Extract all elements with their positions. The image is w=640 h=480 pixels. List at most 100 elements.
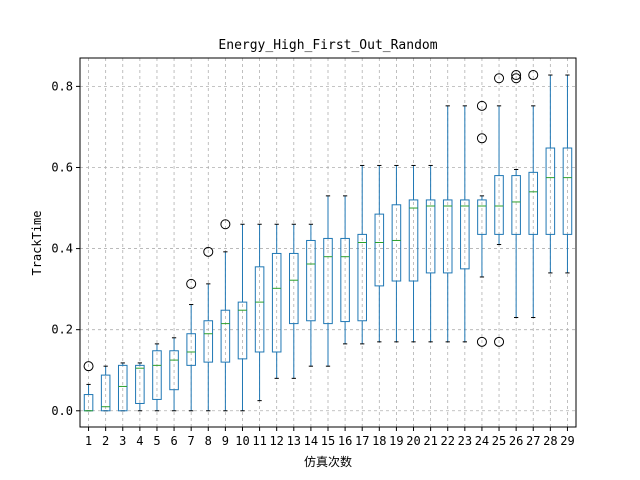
x-tick-label: 11 — [252, 434, 266, 448]
iqr-box — [306, 239, 316, 322]
outlier-point — [220, 219, 231, 230]
box-16 — [340, 195, 350, 345]
outlier-point — [476, 336, 487, 347]
outlier-point — [476, 133, 487, 144]
iqr-box — [494, 175, 504, 235]
iqr-box — [528, 171, 539, 235]
box-series — [83, 70, 573, 412]
x-tick-label: 12 — [269, 434, 283, 448]
y-tick-label: 0.4 — [51, 242, 73, 256]
x-tick-label: 25 — [492, 434, 506, 448]
x-tick-label: 24 — [475, 434, 489, 448]
outlier-point — [83, 361, 94, 372]
iqr-box — [237, 301, 248, 360]
box-28 — [545, 74, 556, 274]
outlier-point — [476, 100, 487, 111]
x-tick-label: 9 — [222, 434, 229, 448]
iqr-box — [271, 252, 282, 353]
x-tick-label: 1 — [85, 434, 92, 448]
iqr-box — [391, 204, 402, 282]
box-22 — [442, 105, 453, 343]
box-14 — [306, 223, 316, 367]
box-18 — [374, 164, 385, 343]
iqr-box — [220, 309, 231, 363]
iqr-box — [562, 147, 573, 235]
iqr-box — [408, 199, 419, 282]
x-tick-label: 19 — [389, 434, 403, 448]
iqr-box — [254, 266, 265, 353]
x-tick-label: 15 — [321, 434, 335, 448]
x-axis-label: 仿真次数 — [304, 454, 352, 469]
outlier-point — [511, 70, 522, 81]
iqr-box — [460, 199, 470, 270]
box-29 — [562, 74, 573, 274]
iqr-box — [425, 199, 436, 274]
box-8 — [203, 246, 214, 412]
x-tick-label: 29 — [560, 434, 574, 448]
grid — [80, 58, 576, 427]
x-tick-label: 22 — [440, 434, 454, 448]
x-tick-label: 27 — [526, 434, 540, 448]
box-11 — [254, 223, 265, 402]
y-tick-label: 0.2 — [51, 323, 73, 337]
iqr-box — [477, 199, 487, 235]
y-tick-label: 0.0 — [51, 404, 73, 418]
iqr-box — [100, 374, 111, 412]
iqr-box — [545, 147, 556, 235]
x-tick-label: 28 — [543, 434, 557, 448]
box-20 — [408, 164, 419, 343]
y-tick-label: 0.6 — [51, 160, 73, 174]
box-13 — [289, 223, 299, 379]
box-10 — [237, 223, 248, 412]
iqr-box — [340, 237, 350, 323]
box-4 — [135, 362, 145, 412]
box-15 — [323, 195, 333, 367]
x-tick-label: 2 — [102, 434, 109, 448]
iqr-box — [511, 175, 521, 235]
y-axis: 0.0 0.2 0.4 0.6 0.8 — [51, 79, 80, 418]
box-21 — [425, 164, 436, 343]
box-19 — [391, 164, 402, 343]
x-tick-label: 17 — [355, 434, 369, 448]
x-tick-label: 26 — [509, 434, 523, 448]
iqr-box — [152, 350, 162, 400]
iqr-box — [357, 233, 367, 322]
x-tick-label: 13 — [287, 434, 301, 448]
box-26 — [511, 70, 522, 319]
chart-title: Energy_High_First_Out_Random — [218, 38, 437, 53]
box-27 — [528, 70, 539, 319]
box-7 — [186, 278, 197, 412]
x-tick-label: 4 — [136, 434, 143, 448]
x-tick-label: 16 — [338, 434, 352, 448]
x-tick-label: 5 — [153, 434, 160, 448]
x-tick-label: 8 — [205, 434, 212, 448]
y-axis-label: TrackTime — [30, 210, 44, 275]
box-6 — [169, 337, 179, 412]
outlier-point — [528, 70, 539, 81]
x-tick-label: 7 — [188, 434, 195, 448]
outlier-point — [511, 73, 522, 84]
box-17 — [357, 164, 367, 345]
box-1 — [83, 361, 94, 412]
iqr-box — [374, 213, 385, 287]
iqr-box — [289, 252, 299, 325]
box-25 — [494, 73, 505, 347]
iqr-box — [117, 364, 128, 412]
x-axis: 1 2 3 4 5 6 7 8 9 10 11 12 13 14 15 16 17 18 19 20 21 22 23 24 2… — [85, 427, 575, 448]
iqr-box — [442, 199, 453, 274]
x-tick-label: 21 — [423, 434, 437, 448]
outlier-point — [186, 278, 197, 289]
iqr-box — [203, 320, 214, 363]
iqr-box — [169, 350, 179, 391]
y-tick-label: 0.8 — [51, 79, 73, 93]
x-tick-label: 6 — [170, 434, 177, 448]
box-9 — [220, 219, 231, 412]
box-2 — [100, 365, 111, 412]
box-3 — [117, 362, 128, 412]
outlier-point — [494, 73, 505, 84]
x-tick-label: 10 — [235, 434, 249, 448]
box-23 — [460, 105, 470, 343]
box-12 — [271, 223, 282, 379]
x-tick-label: 20 — [406, 434, 420, 448]
